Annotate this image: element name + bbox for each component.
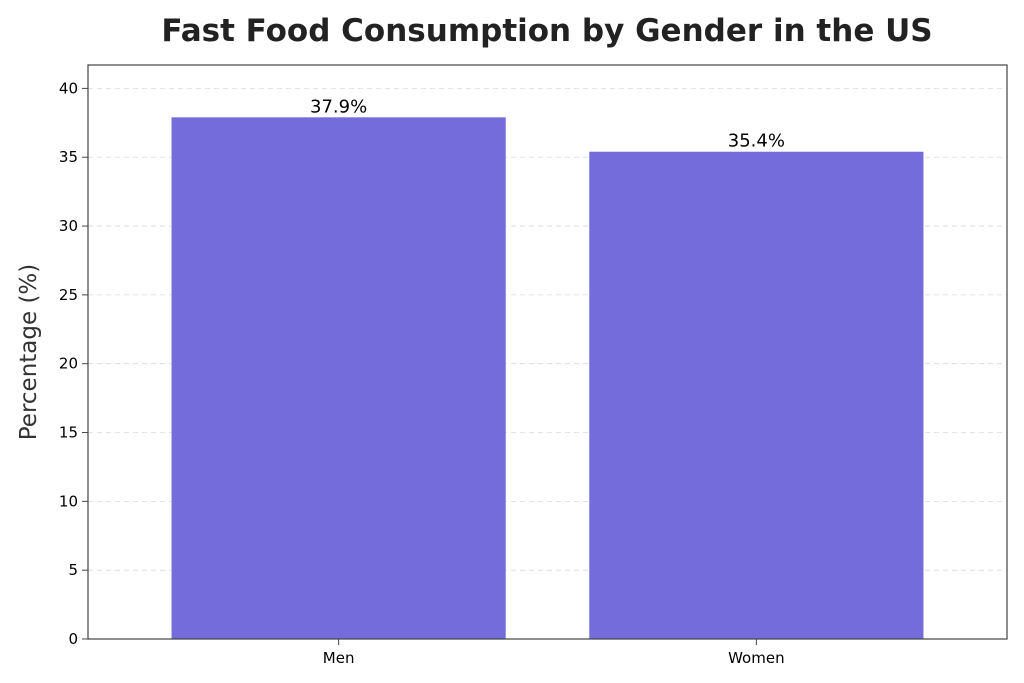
x-axis-ticks: Men Women	[323, 639, 785, 667]
y-axis-label: Percentage (%)	[16, 264, 42, 441]
data-labels: 37.9% 35.4%	[310, 96, 785, 151]
y-tick-label: 30	[59, 217, 78, 235]
bars	[171, 117, 924, 640]
x-tick-label-men: Men	[323, 649, 355, 667]
y-axis-ticks: 0 5 10 15 20 25 30 35 40	[59, 79, 88, 648]
y-tick-label: 5	[68, 561, 78, 579]
bar-men	[171, 117, 506, 640]
x-tick-label-women: Women	[728, 649, 784, 667]
y-tick-label: 10	[59, 492, 78, 510]
data-label-men: 37.9%	[310, 96, 367, 117]
data-label-women: 35.4%	[728, 131, 785, 152]
y-tick-label: 0	[68, 630, 78, 648]
y-tick-label: 35	[59, 148, 78, 166]
y-tick-label: 25	[59, 286, 78, 304]
y-tick-label: 40	[59, 79, 78, 97]
chart-title: Fast Food Consumption by Gender in the U…	[161, 13, 932, 49]
y-tick-label: 15	[59, 424, 78, 442]
bar-women	[589, 151, 924, 639]
plot-frame	[87, 64, 1008, 640]
y-tick-label: 20	[59, 355, 78, 373]
